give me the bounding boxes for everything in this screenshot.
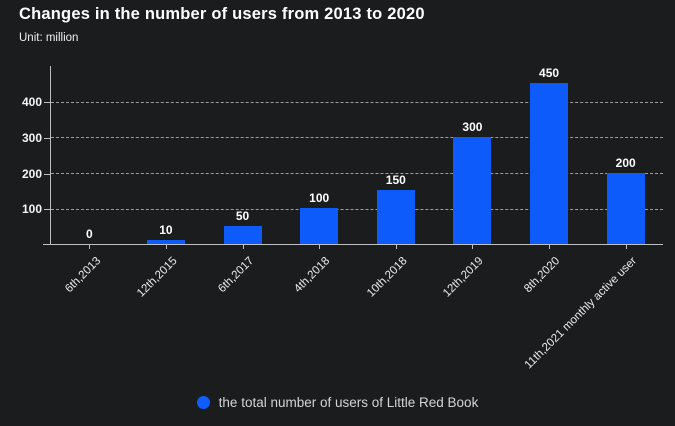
- x-axis-tick: [89, 244, 91, 249]
- x-axis-tick: [549, 244, 551, 249]
- bar-value-label: 150: [385, 173, 406, 188]
- bar[interactable]: [146, 240, 185, 244]
- x-axis-extension: [43, 244, 51, 245]
- bar-value-label: 200: [615, 155, 636, 170]
- x-axis-tick: [242, 244, 244, 249]
- bar[interactable]: [223, 226, 262, 244]
- bar-value-label: 300: [462, 119, 483, 134]
- x-axis-tick-label: 12th,2019: [441, 255, 486, 300]
- x-axis-tick-label: 12th,2015: [134, 255, 180, 300]
- x-axis-tick: [472, 244, 474, 249]
- bar-value-label: 100: [309, 191, 330, 206]
- y-axis-tick-label: 200: [21, 166, 42, 181]
- chart-unit-label: Unit: million: [19, 32, 79, 44]
- gridline: [51, 137, 663, 139]
- x-axis-tick-label: 4th,2018: [292, 255, 333, 296]
- bar-value-label: 50: [235, 209, 250, 224]
- y-axis-tick: [44, 137, 51, 139]
- y-axis-tick-label: 100: [21, 202, 42, 217]
- gridline: [51, 101, 663, 103]
- x-axis-tick: [625, 244, 627, 249]
- bar-value-label: 450: [539, 66, 560, 81]
- x-axis-tick-label: 6th,2013: [62, 255, 103, 296]
- legend-marker-icon: [196, 396, 210, 409]
- bar[interactable]: [300, 208, 339, 244]
- bar[interactable]: [453, 136, 492, 244]
- bar[interactable]: [606, 172, 645, 244]
- bar-value-label: 0: [85, 227, 93, 241]
- gridline: [51, 173, 663, 175]
- legend[interactable]: the total number of users of Little Red …: [0, 395, 675, 410]
- bar[interactable]: [376, 190, 415, 244]
- legend-label: the total number of users of Little Red …: [218, 395, 479, 410]
- y-axis-tick-label: 400: [21, 95, 42, 110]
- plot-area: 100 200 300 400 0 10 50 100 150 300 450 200 6th,20…: [22, 66, 663, 371]
- x-axis-tick: [165, 244, 167, 249]
- y-axis-tick-label: 300: [21, 130, 42, 145]
- x-axis-tick-label: 6th,2017: [215, 255, 257, 296]
- x-axis-tick: [395, 244, 397, 249]
- y-axis-tick: [44, 102, 51, 104]
- bar-value-label: 10: [159, 223, 173, 238]
- gridline: [51, 208, 663, 210]
- y-axis-tick: [44, 173, 51, 175]
- x-axis-tick-label: 8th,2020: [522, 255, 563, 296]
- y-axis-tick: [44, 209, 51, 211]
- chart-title: Changes in the number of users from 2013…: [19, 5, 425, 23]
- bar[interactable]: [530, 83, 569, 244]
- x-axis-tick: [319, 244, 321, 249]
- x-axis-tick-label: 10th,2018: [364, 255, 410, 300]
